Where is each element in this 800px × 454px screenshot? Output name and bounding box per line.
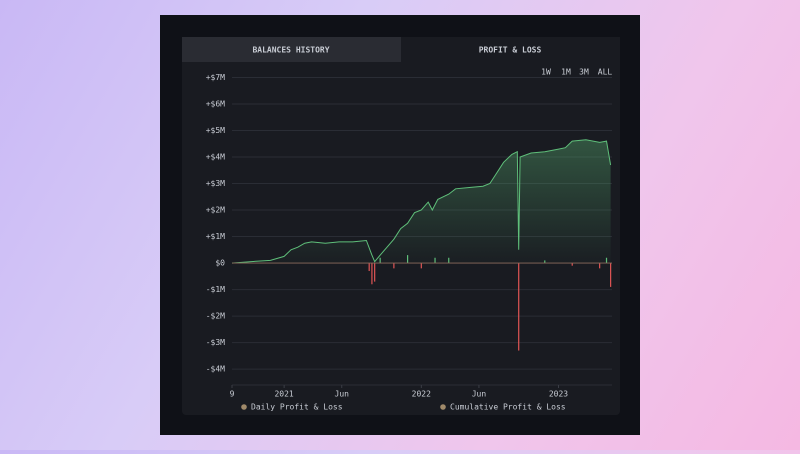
- y-tick-label: -$1M: [206, 285, 225, 294]
- y-tick-label: -$2M: [206, 312, 225, 321]
- y-tick-label: -$4M: [206, 365, 225, 374]
- legend-marker: [440, 404, 446, 410]
- y-tick-label: +$7M: [206, 73, 225, 82]
- x-tick-label: 2023: [549, 390, 568, 399]
- range-button[interactable]: 1W: [541, 68, 551, 77]
- tab[interactable]: [401, 37, 620, 62]
- x-tick-label: 9: [230, 390, 235, 399]
- y-tick-label: +$3M: [206, 179, 225, 188]
- y-tick-label: $0: [215, 259, 225, 268]
- y-tick-label: +$4M: [206, 153, 225, 162]
- x-tick-label: 2021: [274, 390, 293, 399]
- area: [232, 139, 611, 264]
- bar: [368, 263, 370, 272]
- y-tick-label: +$2M: [206, 206, 225, 215]
- y-tick-label: -$3M: [206, 338, 225, 347]
- x-tick-label: Jun: [335, 390, 350, 399]
- bar: [393, 263, 395, 269]
- range-button[interactable]: ALL: [598, 68, 613, 77]
- legend-label: Cumulative Profit & Loss: [450, 403, 566, 412]
- bar: [518, 263, 520, 351]
- card: [182, 37, 620, 415]
- bar: [420, 263, 422, 269]
- tab-label[interactable]: PROFIT & LOSS: [479, 46, 542, 55]
- range-button[interactable]: 3M: [579, 68, 589, 77]
- tab-label[interactable]: BALANCES HISTORY: [252, 46, 329, 55]
- bar: [610, 263, 612, 287]
- y-tick-label: +$6M: [206, 100, 225, 109]
- x-tick-label: 2022: [412, 390, 431, 399]
- bar: [374, 263, 376, 282]
- x-tick-label: Jun: [472, 390, 487, 399]
- bar: [571, 263, 573, 266]
- y-tick-label: +$1M: [206, 232, 225, 241]
- line: [231, 139, 612, 264]
- chart: +$7M +$6M +$5M +$4M +$3M +$2M +$1M $0 -$1M -$2M -$…: [206, 73, 612, 412]
- legend-label: Daily Profit & Loss: [251, 403, 343, 412]
- legend-marker: [241, 404, 247, 410]
- range-button[interactable]: 1M: [561, 68, 571, 77]
- bar: [371, 263, 373, 285]
- bar: [599, 263, 601, 269]
- tab[interactable]: [182, 37, 401, 62]
- y-tick-label: +$5M: [206, 126, 225, 135]
